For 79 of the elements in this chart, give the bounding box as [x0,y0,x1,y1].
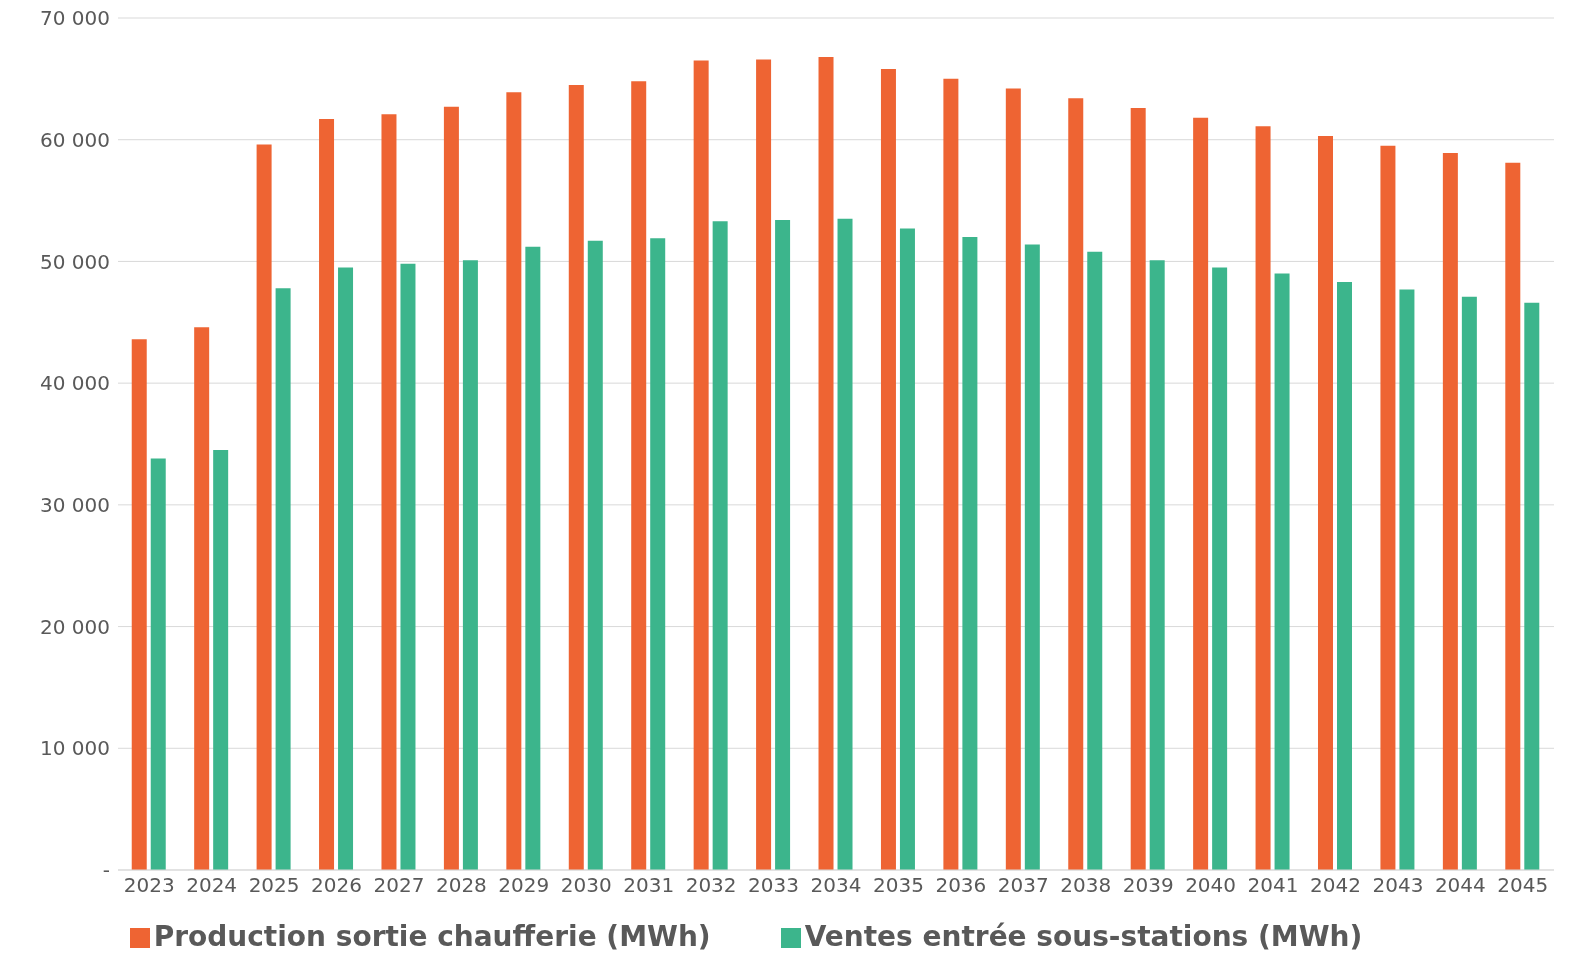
bar [381,114,397,870]
x-tick-label: 2023 [123,873,175,898]
x-tick-label: 2039 [1122,873,1174,898]
bar [899,228,915,870]
x-tick-label: 2027 [373,873,425,898]
bar [194,327,210,870]
bar [319,119,335,870]
x-tick-label: 2030 [560,873,612,898]
x-tick-label: 2032 [685,873,737,898]
x-tick-label: 2042 [1310,873,1361,898]
bar [1193,117,1209,870]
bar [1337,282,1352,870]
bar [443,106,459,870]
x-tick-label: 2044 [1434,873,1486,898]
bar [256,144,272,870]
y-tick-label: 70 000 [40,6,110,31]
bar [650,238,666,870]
y-tick-label: 20 000 [40,614,110,639]
y-tick-label: 50 000 [40,249,110,274]
bar [150,458,166,870]
bar [462,260,478,870]
bar [1068,98,1084,870]
x-tick-label: 2037 [997,873,1049,898]
x-tick-label: 2040 [1185,873,1237,898]
x-tick-label: 2034 [810,873,862,898]
bar [338,267,354,870]
bar [275,288,291,870]
x-tick-label: 2031 [623,873,675,898]
bar [1380,145,1396,870]
bar [587,240,603,870]
x-tick-label: 2033 [748,873,800,898]
x-tick-label: 2043 [1372,873,1424,898]
bar [693,60,709,870]
bar [1399,289,1415,870]
bar [1524,302,1540,870]
x-tick-label: 2025 [248,873,300,898]
bar [1149,260,1165,870]
bar [775,220,791,870]
bar [756,59,772,870]
bar [818,56,834,870]
y-tick-label: 40 000 [40,371,110,396]
bar [1024,244,1040,870]
x-tick-label: 2041 [1247,873,1299,898]
bar [712,221,728,870]
bar [1212,267,1228,870]
bar [1005,88,1021,870]
bar [131,339,147,870]
bar [1505,162,1521,870]
bar [525,246,541,870]
bar [506,92,522,870]
y-tick-label: 30 000 [40,492,110,517]
y-tick-label: - [102,858,110,883]
bar [837,218,853,870]
bar [213,450,229,870]
x-tick-label: 2035 [872,873,924,898]
legend-label: Production sortie chaufferie (MWh) [153,920,711,953]
bar [1318,136,1333,870]
x-tick-label: 2028 [435,873,487,898]
x-tick-label: 2029 [498,873,550,898]
bar [943,78,959,870]
bar [631,81,647,870]
y-tick-label: 10 000 [40,736,110,761]
x-tick-label: 2026 [311,873,362,898]
legend-label: Ventes entrée sous-stations (MWh) [804,920,1363,953]
x-tick-label: 2024 [186,873,238,898]
x-tick-label: 2036 [935,873,987,898]
x-tick-label: 2045 [1497,873,1549,898]
bar [1255,126,1271,870]
bar [1130,108,1146,870]
y-tick-label: 60 000 [40,127,110,152]
bar [1461,296,1477,870]
bar [962,237,978,870]
bar [400,263,416,870]
bar [568,84,584,870]
bar [880,69,896,870]
bar [1087,251,1103,870]
bar [1274,273,1290,870]
x-tick-label: 2038 [1060,873,1112,898]
bar [1442,153,1458,870]
